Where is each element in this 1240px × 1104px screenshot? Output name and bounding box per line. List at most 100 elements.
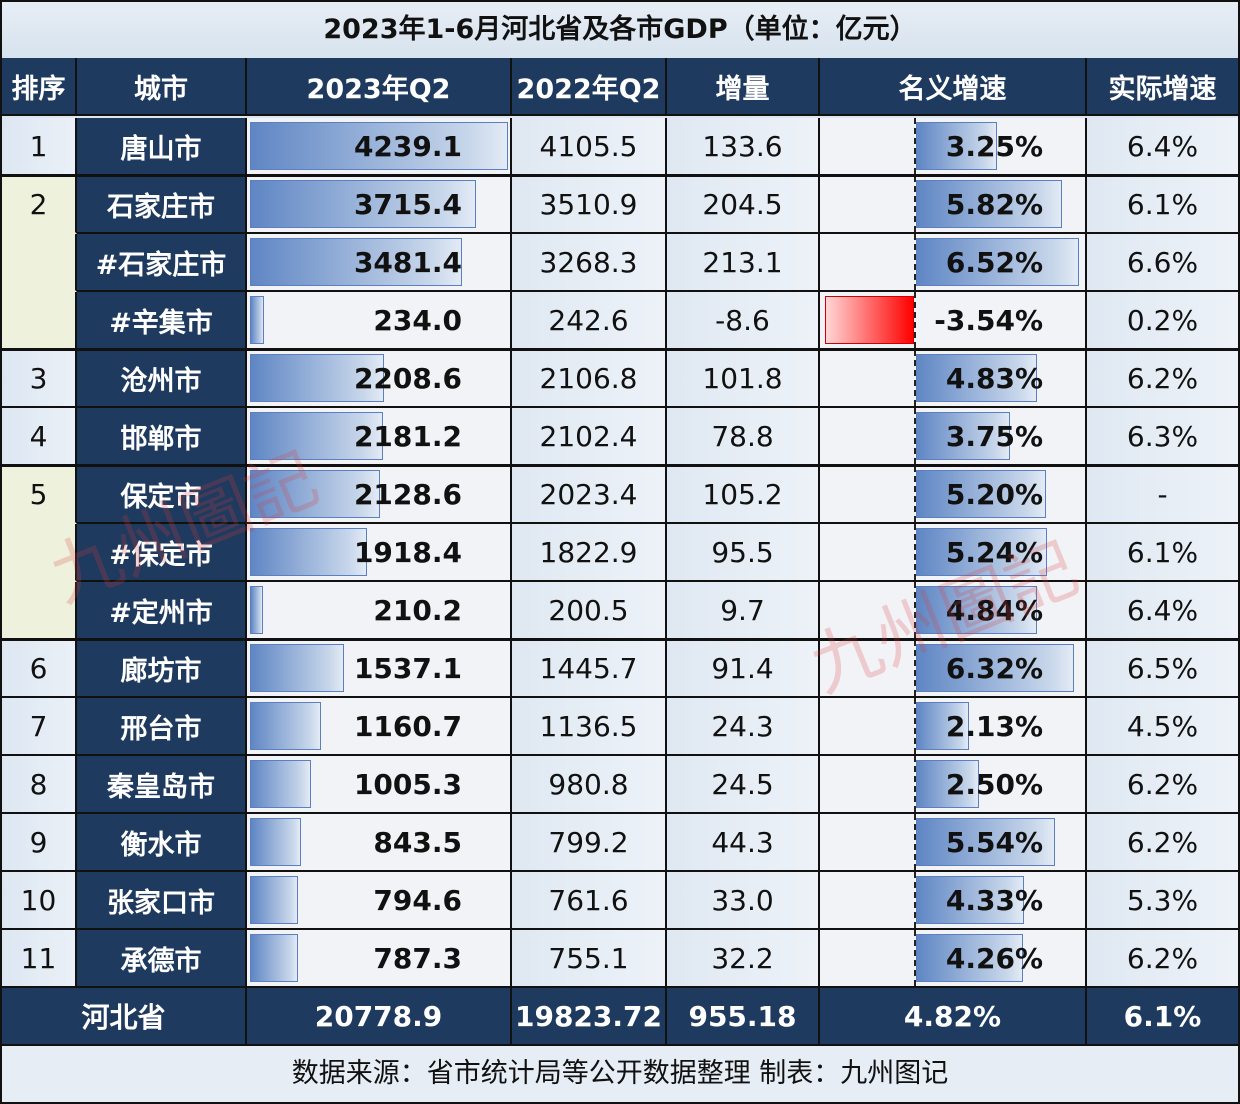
nominal-growth-bar bbox=[916, 180, 1062, 228]
nominal-growth-cell: 4.33% bbox=[820, 872, 1087, 930]
rank-cell: 5 bbox=[2, 466, 77, 524]
gdp-data-bar bbox=[250, 122, 508, 170]
total-2023q2: 20778.9 bbox=[247, 988, 512, 1046]
city-cell: 秦皇岛市 bbox=[77, 756, 247, 814]
gdp-data-bar bbox=[250, 412, 383, 460]
gdp-2022q2-cell: 242.6 bbox=[512, 292, 667, 350]
rank-cell: 4 bbox=[2, 408, 77, 466]
nominal-growth-value: 3.25% bbox=[945, 129, 1043, 163]
nominal-growth-cell: 6.32% bbox=[820, 640, 1087, 698]
increase-cell: 9.7 bbox=[667, 582, 820, 640]
zero-axis-line bbox=[914, 524, 916, 580]
gdp-2022q2-cell: 200.5 bbox=[512, 582, 667, 640]
gdp-2023q2-cell: 210.2 bbox=[247, 582, 512, 640]
zero-axis-line bbox=[914, 930, 916, 986]
nominal-growth-cell: 5.54% bbox=[820, 814, 1087, 872]
increase-cell: 44.3 bbox=[667, 814, 820, 872]
header-nominal-growth: 名义增速 bbox=[820, 58, 1087, 116]
table-row: 4 邯郸市 2181.2 2102.4 78.8 3.75% 6.3% bbox=[2, 408, 1238, 466]
nominal-growth-bar bbox=[916, 528, 1047, 576]
gdp-2023q2-cell: 2208.6 bbox=[247, 350, 512, 408]
city-cell: 唐山市 bbox=[77, 118, 247, 176]
rank-cell: 9 bbox=[2, 814, 77, 872]
total-label: 河北省 bbox=[2, 988, 247, 1046]
nominal-growth-bar bbox=[916, 354, 1037, 402]
nominal-growth-cell: 3.25% bbox=[820, 118, 1087, 176]
table-row: 5 保定市 2128.6 2023.4 105.2 5.20% - bbox=[2, 466, 1238, 524]
zero-axis-line bbox=[914, 234, 916, 290]
nominal-growth-bar bbox=[916, 702, 969, 750]
real-growth-cell: 6.5% bbox=[1087, 640, 1238, 698]
nominal-growth-bar bbox=[916, 818, 1055, 866]
increase-cell: 133.6 bbox=[667, 118, 820, 176]
gdp-data-bar bbox=[250, 760, 311, 808]
gdp-2023q2-value: 1005.3 bbox=[353, 767, 462, 801]
gdp-2023q2-value: 2208.6 bbox=[353, 361, 462, 395]
zero-axis-line bbox=[914, 118, 916, 174]
table-row: 7 邢台市 1160.7 1136.5 24.3 2.13% 4.5% bbox=[2, 698, 1238, 756]
gdp-2023q2-value: 843.5 bbox=[373, 825, 462, 859]
total-2022q2: 19823.72 bbox=[512, 988, 667, 1046]
header-2022q2: 2022年Q2 bbox=[512, 58, 667, 116]
table-row: #定州市 210.2 200.5 9.7 4.84% 6.4% bbox=[2, 582, 1238, 640]
gdp-2023q2-value: 1918.4 bbox=[353, 535, 462, 569]
nominal-growth-value: 4.83% bbox=[945, 361, 1043, 395]
gdp-data-bar bbox=[250, 296, 264, 344]
rank-cell: 2 bbox=[2, 176, 77, 234]
city-cell: 邯郸市 bbox=[77, 408, 247, 466]
table-row: #石家庄市 3481.4 3268.3 213.1 6.52% 6.6% bbox=[2, 234, 1238, 292]
city-cell: 张家口市 bbox=[77, 872, 247, 930]
table-row: 3 沧州市 2208.6 2106.8 101.8 4.83% 6.2% bbox=[2, 350, 1238, 408]
nominal-growth-cell: 5.24% bbox=[820, 524, 1087, 582]
gdp-2023q2-cell: 3481.4 bbox=[247, 234, 512, 292]
total-real-growth: 6.1% bbox=[1087, 988, 1238, 1046]
rank-cell bbox=[2, 582, 77, 640]
nominal-growth-value: 4.84% bbox=[945, 593, 1043, 627]
zero-axis-line bbox=[914, 582, 916, 638]
gdp-data-bar bbox=[250, 586, 263, 634]
rank-cell bbox=[2, 292, 77, 350]
gdp-data-bar bbox=[250, 528, 367, 576]
nominal-growth-value: 6.52% bbox=[945, 245, 1043, 279]
header-row: 排序 城市 2023年Q2 2022年Q2 增量 名义增速 实际增速 bbox=[2, 58, 1238, 116]
gdp-data-bar bbox=[250, 876, 298, 924]
real-growth-cell: 6.2% bbox=[1087, 756, 1238, 814]
rank-cell: 6 bbox=[2, 640, 77, 698]
gdp-2023q2-value: 3715.4 bbox=[353, 187, 462, 221]
nominal-growth-cell: 2.50% bbox=[820, 756, 1087, 814]
gdp-2023q2-value: 794.6 bbox=[373, 883, 462, 917]
nominal-growth-cell: 6.52% bbox=[820, 234, 1087, 292]
gdp-2023q2-cell: 4239.1 bbox=[247, 118, 512, 176]
real-growth-cell: 6.2% bbox=[1087, 930, 1238, 988]
city-cell: 邢台市 bbox=[77, 698, 247, 756]
table-title: 2023年1-6月河北省及各市GDP（单位：亿元） bbox=[2, 2, 1238, 60]
rank-cell: 7 bbox=[2, 698, 77, 756]
nominal-growth-negative-bar bbox=[825, 296, 914, 344]
real-growth-cell: 6.3% bbox=[1087, 408, 1238, 466]
nominal-growth-bar bbox=[916, 934, 1023, 982]
group-divider bbox=[2, 348, 1238, 351]
gdp-2023q2-cell: 234.0 bbox=[247, 292, 512, 350]
nominal-growth-value: 4.33% bbox=[945, 883, 1043, 917]
gdp-2023q2-cell: 2128.6 bbox=[247, 466, 512, 524]
city-cell: #石家庄市 bbox=[77, 234, 247, 292]
gdp-data-bar bbox=[250, 238, 462, 286]
zero-axis-line bbox=[914, 350, 916, 406]
gdp-data-bar bbox=[250, 818, 301, 866]
nominal-growth-bar bbox=[916, 122, 997, 170]
increase-cell: 91.4 bbox=[667, 640, 820, 698]
rank-cell: 3 bbox=[2, 350, 77, 408]
increase-cell: 105.2 bbox=[667, 466, 820, 524]
gdp-data-bar bbox=[250, 644, 344, 692]
city-cell: 石家庄市 bbox=[77, 176, 247, 234]
gdp-2023q2-cell: 2181.2 bbox=[247, 408, 512, 466]
gdp-2022q2-cell: 2102.4 bbox=[512, 408, 667, 466]
total-nominal-growth: 4.82% bbox=[820, 988, 1087, 1046]
gdp-data-bar bbox=[250, 702, 321, 750]
city-cell: #保定市 bbox=[77, 524, 247, 582]
nominal-growth-bar bbox=[916, 238, 1079, 286]
nominal-growth-value: 6.32% bbox=[945, 651, 1043, 685]
gdp-2022q2-cell: 3510.9 bbox=[512, 176, 667, 234]
nominal-growth-bar bbox=[916, 470, 1046, 518]
rank-cell: 8 bbox=[2, 756, 77, 814]
